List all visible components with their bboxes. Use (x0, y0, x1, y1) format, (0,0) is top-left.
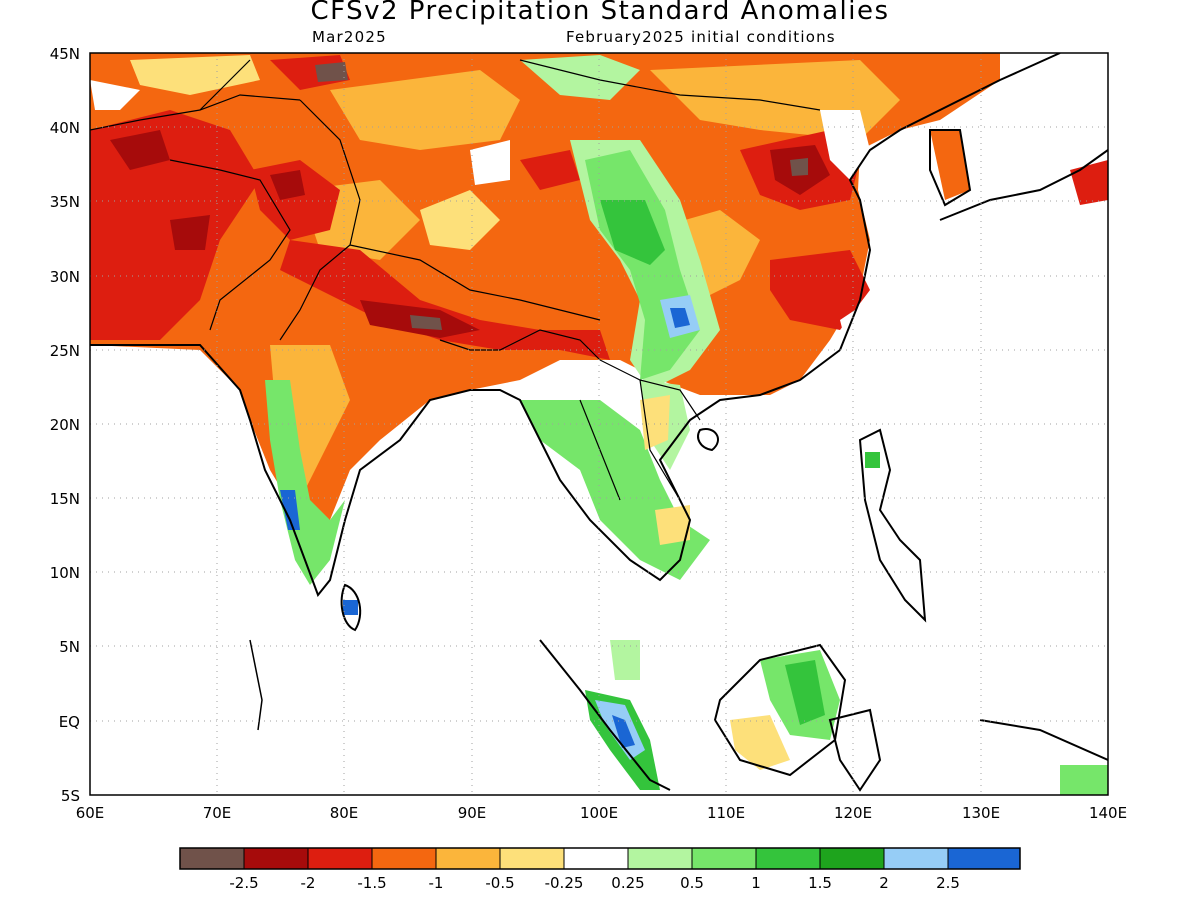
lat-label-10n: 10N (50, 564, 80, 582)
anomaly-region-yellow-cambodia (655, 505, 690, 545)
anomaly-region-darkgreen-sichuan (600, 200, 665, 265)
neutral-region-west (90, 80, 140, 110)
anomaly-region-brown-1 (410, 315, 442, 330)
anomaly-region-brown-3 (315, 62, 348, 82)
anomaly-region-red-yangtze (770, 250, 870, 330)
anomaly-region-darkred-5 (270, 170, 305, 200)
colorbar-label: -2 (301, 874, 316, 892)
colorbar-label: 2.5 (936, 874, 960, 892)
lon-label-100e: 100E (580, 804, 618, 822)
lat-label-45n: 45N (50, 45, 80, 63)
colorbar-label: 1 (751, 874, 761, 892)
anomaly-region-green-new-guinea (1060, 765, 1108, 795)
lon-label-110e: 110E (707, 804, 745, 822)
anomaly-region-blue-sumatra (612, 715, 635, 748)
initial-conditions-label: February2025 initial conditions (566, 28, 836, 46)
anomaly-region-darkgreen-borneo (785, 660, 825, 725)
colorbar-label: 2 (879, 874, 889, 892)
colorbar-swatch (820, 848, 884, 869)
colorbar-swatch (756, 848, 820, 869)
lon-label-80e: 80E (330, 804, 359, 822)
lon-label-130e: 130E (962, 804, 1000, 822)
coastlines (90, 53, 1108, 792)
colorbar-swatch (244, 848, 308, 869)
lat-label-eq: EQ (59, 713, 80, 731)
lat-label-5n: 5N (59, 638, 80, 656)
colorbar-label: -2.5 (229, 874, 258, 892)
lat-label-30n: 30N (50, 268, 80, 286)
lon-label-70e: 70E (203, 804, 232, 822)
map-frame (89, 52, 1109, 796)
anomaly-region-green-west-india (265, 380, 345, 585)
colorbar-swatch (564, 848, 628, 869)
anomaly-region-blue-yunnan (670, 308, 690, 328)
anomaly-region-darkred-2 (170, 215, 210, 250)
colorbar-label: 0.5 (680, 874, 704, 892)
anomaly-region-yellow-1 (420, 190, 500, 250)
colorbar-swatch (884, 848, 948, 869)
colorbar-swatch (500, 848, 564, 869)
colorbar-label: 1.5 (808, 874, 832, 892)
lon-label-60e: 60E (76, 804, 105, 822)
neutral-region-east-coast (840, 300, 880, 360)
lat-label-35n: 35N (50, 193, 80, 211)
colorbar-swatch (308, 848, 372, 869)
anomaly-region-brown-2 (790, 158, 808, 176)
lon-tick-labels: 60E 70E 80E 90E 100E 110E 120E 130E 140E (76, 804, 1127, 822)
lat-tick-labels: 45N 40N 35N 30N 25N 20N 15N 10N 5N EQ 5S (50, 45, 80, 805)
lat-label-20n: 20N (50, 416, 80, 434)
neutral-region-tibet (470, 140, 510, 185)
valid-month-label: Mar2025 (312, 28, 387, 46)
map-title: CFSv2 Precipitation Standard Anomalies (310, 0, 890, 26)
anomaly-region-green-malaya (610, 640, 640, 680)
colorbar-swatch (372, 848, 436, 869)
colorbar-label: -1 (429, 874, 444, 892)
anomaly-region-green-philippines (865, 452, 880, 468)
anomaly-region-blue-west-ghats (280, 490, 300, 530)
neutral-region-northeast (820, 110, 870, 180)
colorbar-dividers (243, 848, 949, 869)
anomaly-region-red-korea (930, 130, 970, 200)
anomaly-region-red-tibet (520, 150, 580, 190)
gridlines (90, 53, 1108, 795)
anomaly-region-red-himalaya (280, 240, 610, 360)
lat-label-15n: 15N (50, 490, 80, 508)
colorbar-swatch (436, 848, 500, 869)
colorbar-label: -0.5 (485, 874, 514, 892)
lat-label-25n: 25N (50, 342, 80, 360)
colorbar: -2.5 -2 -1.5 -1 -0.5 -0.25 0.25 0.5 1 1.… (179, 847, 1021, 892)
colorbar-label: -1.5 (357, 874, 386, 892)
colorbar-swatch (692, 848, 756, 869)
lon-label-140e: 140E (1089, 804, 1127, 822)
colorbar-frame (179, 847, 1021, 870)
anomaly-region-yellow-2 (130, 55, 260, 95)
colorbar-label: 0.25 (611, 874, 644, 892)
lon-label-90e: 90E (458, 804, 487, 822)
anomaly-region-darkred-1 (110, 130, 170, 170)
colorbar-swatch (180, 848, 244, 869)
lat-label-5s: 5S (61, 787, 80, 805)
lon-label-120e: 120E (834, 804, 872, 822)
country-borders (90, 59, 821, 501)
anomaly-region-blue-sri-lanka (343, 600, 358, 615)
colorbar-label: -0.25 (545, 874, 584, 892)
lat-label-40n: 40N (50, 119, 80, 137)
colorbar-swatch (628, 848, 692, 869)
colorbar-swatch (948, 848, 1020, 869)
anomaly-region-light-green-tibet (520, 55, 640, 100)
anomaly-region-yellow-borneo (730, 715, 790, 770)
